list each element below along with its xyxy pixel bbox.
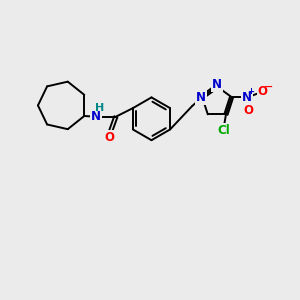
Text: N: N xyxy=(212,78,222,92)
Text: N: N xyxy=(242,91,252,103)
Text: Cl: Cl xyxy=(217,124,230,137)
Text: H: H xyxy=(95,103,104,113)
Text: N: N xyxy=(91,110,101,123)
Text: −: − xyxy=(264,82,274,92)
Text: +: + xyxy=(247,87,254,96)
Text: N: N xyxy=(196,91,206,103)
Text: O: O xyxy=(104,131,114,144)
Text: O: O xyxy=(257,85,268,98)
Text: O: O xyxy=(244,104,254,117)
